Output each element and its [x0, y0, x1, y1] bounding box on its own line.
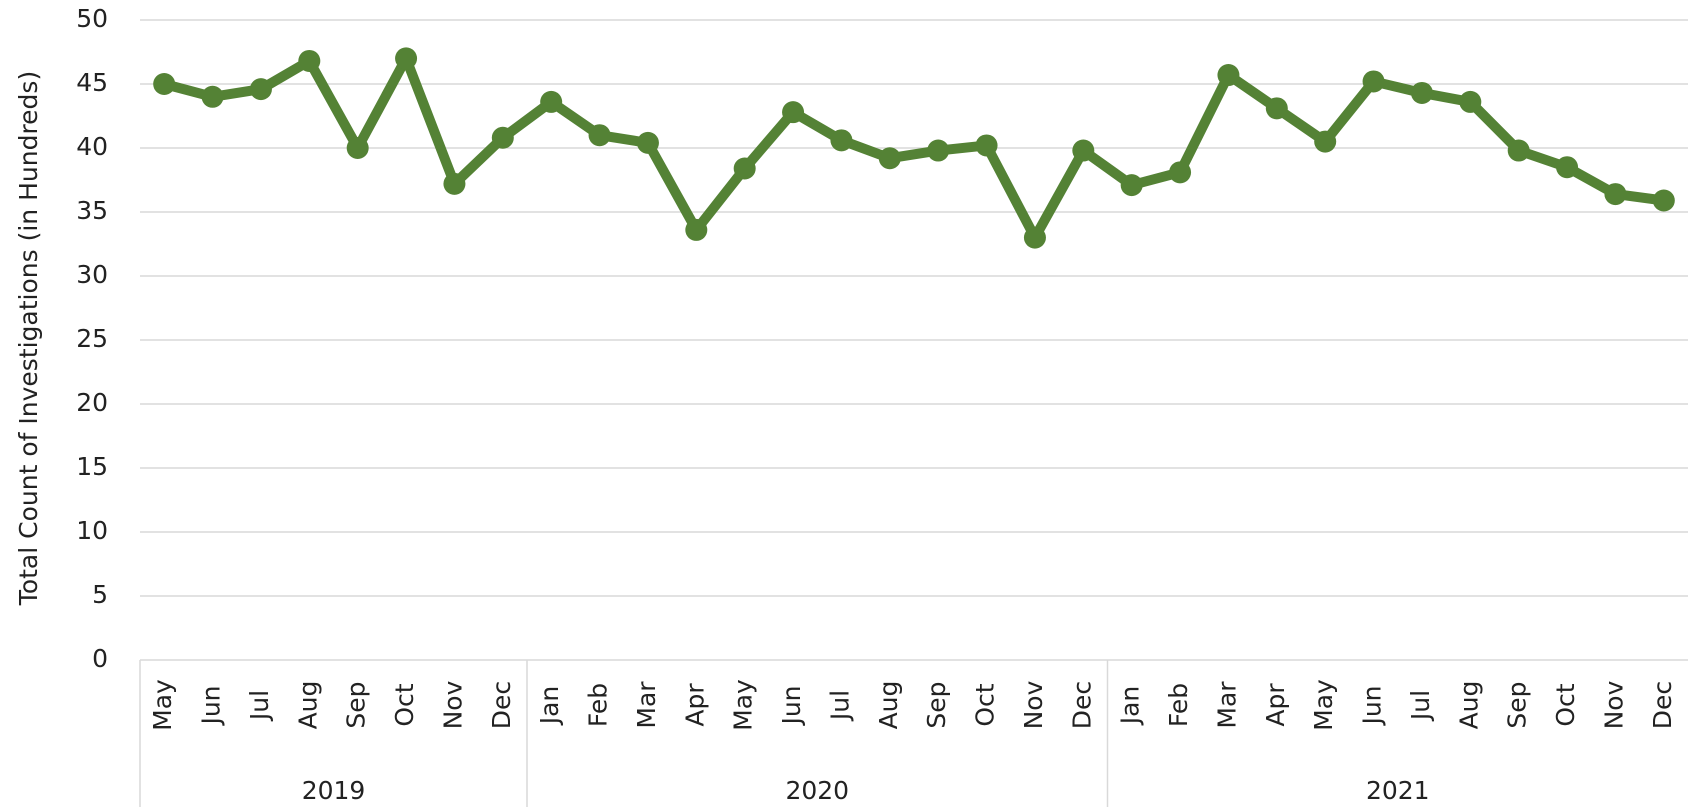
x-tick-label: Jul — [825, 690, 854, 722]
point-marker — [346, 137, 369, 159]
point-marker — [878, 147, 901, 170]
point-marker — [1652, 189, 1675, 212]
point-marker — [249, 78, 272, 101]
group-label: 2021 — [1366, 776, 1430, 805]
x-tick-label: Oct — [971, 683, 1000, 726]
x-tick-label: May — [729, 679, 758, 731]
x-tick-label: Oct — [1551, 683, 1580, 726]
point-marker — [685, 218, 708, 241]
x-tick-label: Dec — [1067, 681, 1096, 729]
point-marker — [975, 134, 998, 157]
x-tick-label: Dec — [487, 681, 516, 729]
x-tick-label: Aug — [1454, 681, 1483, 730]
point-marker — [491, 126, 514, 149]
point-marker — [1217, 64, 1240, 87]
point-marker — [1169, 161, 1192, 184]
point-marker — [1362, 70, 1385, 93]
x-tick-label: Nov — [1599, 680, 1628, 729]
point-marker — [927, 139, 950, 162]
point-marker — [201, 85, 224, 108]
y-tick-label: 0 — [92, 644, 108, 673]
x-tick-label: May — [148, 679, 177, 731]
x-tick-label: Mar — [1212, 681, 1241, 729]
x-tick-label: Mar — [632, 681, 661, 729]
y-axis-title: Total Count of Investigations (in Hundre… — [14, 71, 43, 606]
point-marker — [1314, 130, 1337, 153]
y-tick-label: 25 — [76, 324, 108, 353]
x-tick-label: Aug — [874, 681, 903, 730]
y-tick-label: 15 — [76, 452, 108, 481]
point-marker — [1556, 156, 1579, 179]
x-tick-label: Aug — [293, 681, 322, 730]
y-tick-label: 35 — [76, 196, 108, 225]
x-tick-label: Oct — [390, 683, 419, 726]
x-tick-label: Jun — [1358, 685, 1387, 726]
point-marker — [636, 131, 659, 154]
y-tick-label: 30 — [76, 260, 108, 289]
point-marker — [1265, 97, 1288, 120]
x-tick-label: Jan — [1116, 686, 1145, 727]
point-marker — [1507, 139, 1530, 162]
point-marker — [1410, 81, 1433, 104]
point-marker — [395, 47, 418, 70]
point-marker — [1120, 174, 1143, 197]
group-label: 2019 — [302, 776, 366, 805]
point-marker — [1023, 226, 1046, 249]
point-marker — [733, 157, 756, 180]
x-tick-label: Feb — [584, 683, 613, 727]
x-tick-label: Dec — [1648, 681, 1677, 729]
point-marker — [540, 90, 563, 113]
x-tick-label: Apr — [1261, 683, 1290, 727]
point-marker — [298, 49, 321, 72]
x-tick-label: May — [1309, 679, 1338, 731]
point-marker — [443, 172, 466, 195]
y-tick-label: 45 — [76, 68, 108, 97]
y-tick-label: 40 — [76, 132, 108, 161]
x-tick-label: Jun — [777, 685, 806, 726]
x-tick-label: Jul — [245, 690, 274, 722]
group-label: 2020 — [785, 776, 849, 805]
point-marker — [588, 124, 611, 147]
x-tick-label: Sep — [922, 681, 951, 728]
x-tick-label: Sep — [342, 681, 371, 728]
y-tick-label: 50 — [76, 4, 108, 33]
x-tick-label: Nov — [438, 680, 467, 729]
x-tick-label: Feb — [1164, 683, 1193, 727]
x-tick-label: Jun — [197, 685, 226, 726]
y-tick-label: 10 — [76, 516, 108, 545]
x-tick-label: Jul — [1406, 690, 1435, 722]
point-marker — [1072, 139, 1095, 162]
x-tick-label: Sep — [1503, 681, 1532, 728]
y-tick-label: 5 — [92, 580, 108, 609]
point-marker — [1459, 90, 1482, 113]
point-marker — [830, 129, 853, 152]
x-tick-label: Apr — [680, 683, 709, 727]
point-marker — [782, 101, 805, 124]
y-tick-label: 20 — [76, 388, 108, 417]
x-tick-label: Jan — [535, 686, 564, 727]
point-marker — [153, 73, 176, 95]
point-marker — [1604, 183, 1627, 206]
x-tick-label: Nov — [1019, 680, 1048, 729]
